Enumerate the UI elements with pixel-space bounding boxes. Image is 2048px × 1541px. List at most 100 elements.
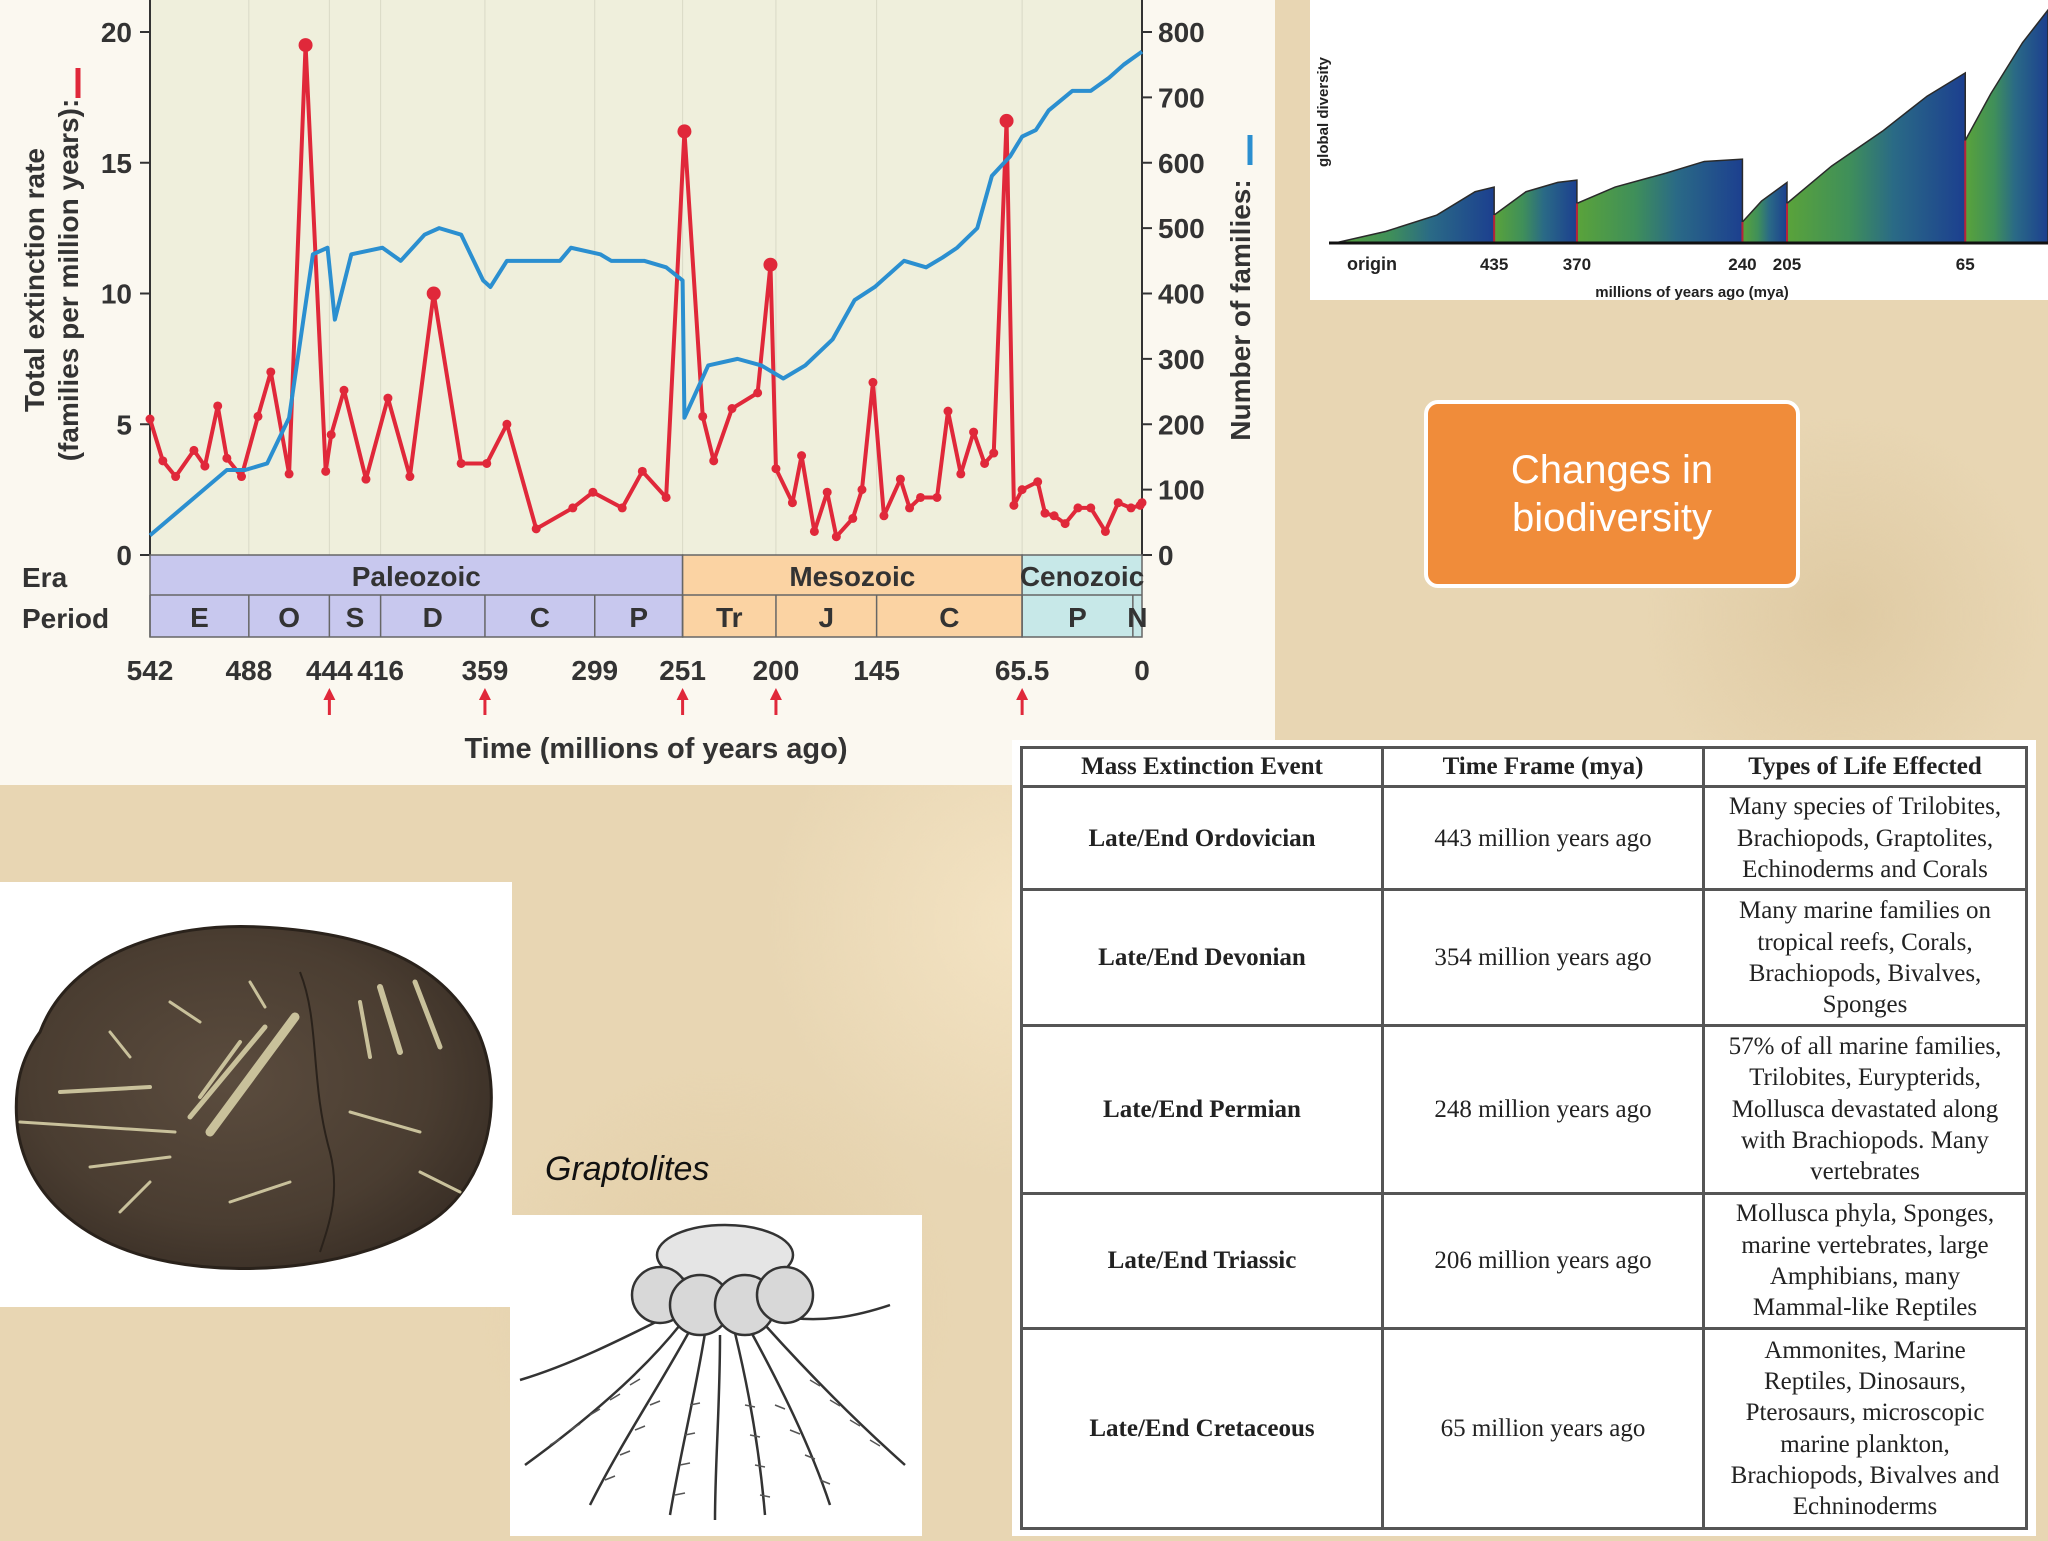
extinction-rate-point bbox=[809, 526, 819, 536]
time-cell: 65 million years ago bbox=[1381, 1327, 1705, 1530]
graptolite-fossil-photo bbox=[0, 882, 512, 1307]
extinction-rate-point bbox=[956, 469, 966, 479]
extinction-rate-point bbox=[637, 466, 647, 476]
graptolite-colony-drawing bbox=[519, 1223, 906, 1521]
x-tick-label: 145 bbox=[853, 655, 900, 686]
extinction-rate-point bbox=[1060, 519, 1070, 529]
period-label: P bbox=[1068, 602, 1087, 633]
life-line: with Brachiopods. Many bbox=[1741, 1126, 1989, 1154]
time-cell: 206 million years ago bbox=[1381, 1191, 1705, 1331]
life-line: marine plankton, bbox=[1780, 1430, 1950, 1458]
extinction-arrow-head bbox=[478, 688, 491, 700]
extinction-rate-point bbox=[1086, 503, 1096, 513]
diversity-x-tick-label: 240 bbox=[1728, 255, 1756, 274]
life-line: Mammal-like Reptiles bbox=[1752, 1294, 1978, 1322]
left-tick-label: 0 bbox=[116, 540, 132, 571]
diversity-area-segment bbox=[1741, 180, 1788, 244]
life-line: Mollusca phyla, Sponges, bbox=[1735, 1200, 1995, 1228]
life-line: Brachiopods, Bivalves and bbox=[1730, 1461, 2000, 1489]
extinction-arrow-head bbox=[769, 688, 782, 700]
family-count-line bbox=[148, 49, 1144, 537]
extinction-rate-point bbox=[1049, 511, 1059, 521]
extinction-rate-point bbox=[868, 377, 878, 387]
extinction-rate-point bbox=[383, 393, 393, 403]
extinction-rate-point bbox=[727, 404, 737, 414]
extinction-rate-point bbox=[943, 406, 953, 416]
extinction-rate-point bbox=[145, 414, 155, 424]
left-tick-label: 10 bbox=[101, 279, 132, 310]
era-row-label: Era bbox=[22, 562, 68, 593]
diversity-area-segment bbox=[1493, 179, 1578, 244]
extinction-rate-point bbox=[1017, 485, 1027, 495]
extinction-rate-point bbox=[298, 38, 313, 53]
graptolite-caption: Graptolites bbox=[545, 1150, 710, 1188]
x-tick-label: 299 bbox=[571, 655, 618, 686]
period-label: C bbox=[939, 602, 959, 633]
extinction-arrow-head bbox=[676, 688, 689, 700]
life-line: Trilobites, Eurypterids, bbox=[1749, 1064, 1981, 1092]
right-tick-label: 300 bbox=[1158, 344, 1205, 375]
table-row: Late/End Triassic 206 million years ago … bbox=[1020, 1191, 2028, 1331]
extinction-rate-point bbox=[456, 458, 466, 468]
event-cell: Late/End Cretaceous bbox=[1020, 1327, 1384, 1530]
x-axis-label: Time (millions of years ago) bbox=[464, 733, 847, 765]
time-cell: 354 million years ago bbox=[1381, 888, 1705, 1028]
life-cell: Many species of Trilobites, Brachiopods,… bbox=[1702, 784, 2028, 892]
extinction-rate-point bbox=[797, 451, 807, 461]
extinction-rate-point bbox=[617, 503, 627, 513]
global-diversity-chart-svg: origin 435 370 240 205 65 millions of years ag… bbox=[1315, 8, 2048, 301]
extinction-rate-point bbox=[1126, 503, 1136, 513]
extinction-rate-point bbox=[326, 430, 336, 440]
extinction-rate-point bbox=[200, 461, 210, 471]
extinction-arrow-head bbox=[323, 688, 336, 700]
table-header-row: Mass Extinction Event Time Frame (mya) T… bbox=[1020, 746, 2028, 788]
right-tick-label: 100 bbox=[1158, 475, 1205, 506]
extinction-rate-point bbox=[222, 453, 232, 463]
extinction-rate-point bbox=[158, 456, 168, 466]
extinction-rate-point bbox=[661, 492, 671, 502]
extinction-rate-point bbox=[482, 458, 492, 468]
life-cell: 57% of all marine families, Trilobites, … bbox=[1702, 1024, 2028, 1195]
event-cell: Late/End Triassic bbox=[1020, 1191, 1384, 1331]
extinction-rate-point bbox=[895, 474, 905, 484]
extinction-rate-point bbox=[502, 419, 512, 429]
right-tick-label: 800 bbox=[1158, 17, 1205, 48]
period-label: D bbox=[423, 602, 443, 633]
extinction-arrow-head bbox=[1016, 688, 1029, 700]
life-line: 57% of all marine families, bbox=[1728, 1033, 2002, 1061]
event-cell: Late/End Devonian bbox=[1020, 888, 1384, 1028]
diversity-x-axis-label: millions of years ago (mya) bbox=[1595, 284, 1788, 300]
diversity-x-tick-label: 370 bbox=[1563, 255, 1591, 274]
extinction-rate-point bbox=[1033, 477, 1043, 487]
event-cell: Late/End Ordovician bbox=[1020, 784, 1384, 892]
life-line: Brachiopods, Graptolites, bbox=[1736, 824, 1994, 852]
era-label: Paleozoic bbox=[352, 561, 481, 592]
era-band bbox=[1021, 554, 1143, 638]
extinction-rate-point bbox=[588, 487, 598, 497]
extinction-rate-point bbox=[426, 286, 441, 301]
extinction-rate-point bbox=[905, 503, 915, 513]
left-axis-label-line2: (families per million years): bbox=[53, 99, 84, 462]
period-label: P bbox=[629, 602, 648, 633]
life-line: marine vertebrates, large bbox=[1741, 1231, 1989, 1259]
extinction-rate-point bbox=[1009, 500, 1019, 510]
diversity-area-segment bbox=[1576, 158, 1744, 244]
life-cell: Ammonites, Marine Reptiles, Dinosaurs, P… bbox=[1702, 1327, 2028, 1530]
period-row-label: Period bbox=[22, 603, 109, 634]
extinction-rate-point bbox=[171, 472, 181, 482]
extinction-rate-point bbox=[857, 485, 867, 495]
era-label: Mesozoic bbox=[789, 561, 915, 592]
extinction-rate-point bbox=[916, 492, 926, 502]
era-band bbox=[149, 554, 684, 638]
table-row: Late/End Cretaceous 65 million years ago… bbox=[1020, 1327, 2028, 1530]
extinction-rate-point bbox=[361, 474, 371, 484]
period-label: J bbox=[818, 602, 834, 633]
life-line: Mollusca devastated along bbox=[1731, 1095, 1999, 1123]
header-time-frame: Time Frame (mya) bbox=[1381, 746, 1705, 788]
life-line: vertebrates bbox=[1810, 1158, 1920, 1186]
life-cell: Mollusca phyla, Sponges, marine vertebra… bbox=[1702, 1191, 2028, 1331]
title-line-1: Changes in bbox=[1510, 448, 1714, 492]
diversity-x-tick-label: 435 bbox=[1480, 255, 1508, 274]
right-axis-label: Number of families: bbox=[1225, 179, 1256, 440]
